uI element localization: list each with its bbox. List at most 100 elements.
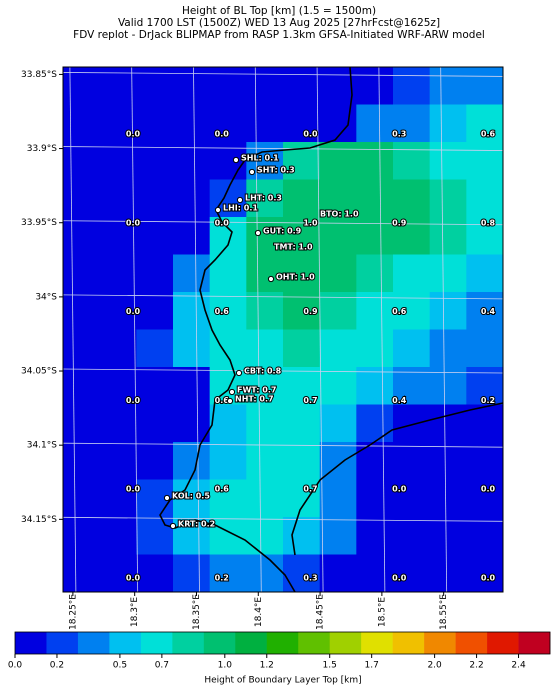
field-cell (173, 442, 211, 480)
field-cell (136, 442, 174, 480)
field-cell (173, 179, 211, 218)
field-cell (356, 517, 394, 555)
field-cell (209, 104, 247, 143)
field-cell (429, 179, 467, 218)
field-cell (356, 367, 394, 405)
grid-line (440, 66, 448, 593)
colorbar-box (172, 632, 205, 654)
field-cell (319, 329, 357, 368)
x-tick-label: 18.5°E (377, 597, 387, 628)
sample-value: 0.8 (481, 218, 496, 227)
sample-value: 0.4 (392, 396, 407, 405)
field-cell (466, 142, 504, 180)
station-dot (254, 229, 262, 237)
sample-value: 0.3 (303, 574, 317, 583)
field-cell (246, 217, 284, 255)
sample-value: 0.0 (126, 485, 141, 494)
field-cell (246, 329, 284, 368)
grid-line (69, 66, 77, 593)
field-cell (136, 517, 174, 555)
field-cell (319, 367, 357, 405)
field-cell (283, 367, 321, 405)
grid-line (62, 516, 504, 522)
sample-value: 0.6 (481, 130, 496, 139)
colorbar-tick-label: 2.4 (511, 661, 526, 671)
coast-line (291, 402, 504, 556)
field-cell (393, 367, 431, 405)
station-label: SHT: 0.3 (257, 166, 295, 175)
field-cell (63, 329, 101, 368)
station-dot (163, 494, 171, 502)
field-cell (63, 442, 101, 480)
field-cell (356, 329, 394, 368)
field-cell (429, 404, 467, 443)
field-cell (209, 254, 247, 293)
field-cell (319, 217, 357, 255)
field-cell (246, 442, 284, 480)
x-tick-label: 18.25°E (68, 594, 78, 630)
sample-value: 0.0 (303, 130, 318, 139)
station-label: TMT: 1.0 (274, 243, 313, 252)
field-cell (319, 292, 357, 330)
station-label: LHT: 0.3 (245, 194, 282, 203)
field-cell (246, 554, 284, 593)
field-cell (429, 554, 467, 593)
field-cell (99, 517, 137, 555)
sample-value: 0.6 (215, 396, 230, 405)
field-cell (283, 179, 321, 218)
field-cell (209, 442, 247, 480)
grid-line (316, 66, 324, 593)
station-label: BTO: 1.0 (320, 210, 359, 219)
field-cell (173, 142, 211, 180)
colorbar-box (424, 632, 456, 654)
field-cell (356, 442, 394, 480)
sample-value: 0.6 (392, 307, 407, 316)
field-cell (393, 554, 431, 593)
field-cell (466, 179, 504, 218)
field-cell (136, 367, 174, 405)
map-frame (62, 66, 504, 593)
field-cell (63, 554, 101, 593)
station-label: GUT: 0.9 (263, 227, 302, 236)
field-cell (466, 217, 504, 255)
sample-value: 1.0 (303, 218, 318, 227)
station-dot (169, 522, 177, 530)
station-label: OHT: 1.0 (276, 273, 315, 282)
field-cell (319, 554, 357, 593)
sample-value: 0.6 (215, 307, 230, 316)
colorbar-tick-label: 0.5 (113, 661, 127, 671)
field-cell (429, 254, 467, 293)
field-cell (429, 329, 467, 368)
field-cell (356, 142, 394, 180)
field-cell (393, 442, 431, 480)
colorbar-tick-label: 1.2 (260, 661, 274, 671)
y-tick-label: 33.9°S (27, 144, 58, 154)
field-cell (209, 67, 247, 105)
station-label: LHI: 0.1 (223, 204, 258, 213)
station-dot (228, 388, 236, 396)
colorbar-box (392, 632, 425, 654)
y-tick-label: 34.1°S (27, 441, 58, 451)
station-dot (235, 369, 243, 377)
field-cell (283, 292, 321, 330)
grid-line (62, 220, 504, 226)
colorbar-box (235, 632, 268, 654)
sample-value: 0.0 (126, 218, 141, 227)
field-cell (356, 554, 394, 593)
field-cell (246, 254, 284, 293)
field-cell (136, 554, 174, 593)
field-cell (319, 479, 357, 518)
x-tick-label: 18.55°E (439, 594, 449, 630)
field-cell (319, 517, 357, 555)
field-cell (466, 517, 504, 555)
colorbar-tick-label: 0.7 (155, 661, 169, 671)
grid-line (62, 72, 504, 77)
field-cell (466, 104, 504, 143)
sample-value: 0.6 (215, 485, 230, 494)
field-cell (209, 217, 247, 255)
sample-value: 0.4 (481, 307, 496, 316)
sample-value: 0.3 (392, 130, 406, 139)
station-dot (226, 397, 234, 405)
field-cell (429, 367, 467, 405)
